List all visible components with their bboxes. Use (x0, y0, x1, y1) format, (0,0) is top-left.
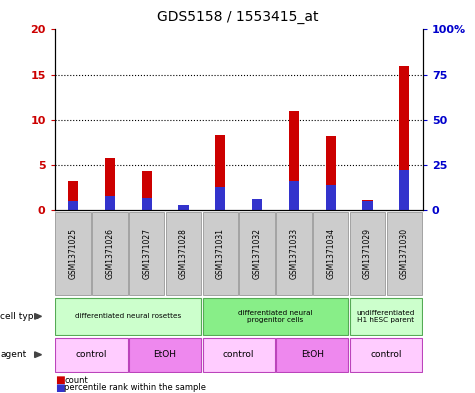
Bar (166, 212, 201, 295)
Bar (178, 205, 189, 210)
Text: control: control (370, 350, 402, 359)
Bar (215, 187, 226, 210)
Bar (203, 338, 275, 372)
Text: GSM1371033: GSM1371033 (289, 228, 298, 279)
Text: count: count (64, 376, 88, 384)
Text: GSM1371025: GSM1371025 (68, 228, 77, 279)
Bar (104, 158, 115, 210)
Bar (399, 66, 409, 210)
Bar (203, 212, 238, 295)
Bar (215, 135, 226, 210)
Bar (129, 338, 201, 372)
Text: cell type: cell type (0, 312, 39, 321)
Text: GSM1371030: GSM1371030 (400, 228, 409, 279)
Bar (289, 111, 299, 210)
Bar (350, 298, 422, 335)
Bar (362, 201, 373, 210)
Bar (325, 185, 336, 210)
Bar (68, 201, 78, 210)
Bar (104, 196, 115, 210)
Bar (178, 209, 189, 210)
Text: GSM1371026: GSM1371026 (105, 228, 114, 279)
Bar (252, 202, 262, 210)
Text: agent: agent (0, 350, 27, 359)
Bar (203, 298, 348, 335)
Text: GSM1371034: GSM1371034 (326, 228, 335, 279)
Bar (56, 338, 127, 372)
Text: control: control (223, 350, 255, 359)
Text: GSM1371028: GSM1371028 (179, 228, 188, 279)
Bar (276, 338, 348, 372)
Bar (387, 212, 422, 295)
Bar (325, 136, 336, 210)
Text: differentiated neural rosettes: differentiated neural rosettes (75, 313, 181, 320)
Text: GSM1371029: GSM1371029 (363, 228, 372, 279)
Bar (362, 200, 373, 210)
Text: ■: ■ (55, 375, 65, 385)
Text: GSM1371031: GSM1371031 (216, 228, 225, 279)
Bar (239, 212, 275, 295)
Text: control: control (76, 350, 107, 359)
Text: differentiated neural
progenitor cells: differentiated neural progenitor cells (238, 310, 313, 323)
Bar (276, 212, 312, 295)
Bar (252, 199, 262, 210)
Bar (56, 212, 91, 295)
Bar (313, 212, 348, 295)
Polygon shape (35, 352, 41, 358)
Bar (350, 212, 385, 295)
Text: GSM1371032: GSM1371032 (253, 228, 262, 279)
Bar (56, 298, 201, 335)
Text: GSM1371027: GSM1371027 (142, 228, 151, 279)
Text: undifferentiated
H1 hESC parent: undifferentiated H1 hESC parent (357, 310, 415, 323)
Bar (92, 212, 127, 295)
Bar (289, 181, 299, 210)
Bar (399, 171, 409, 210)
Bar (68, 181, 78, 210)
Text: percentile rank within the sample: percentile rank within the sample (64, 384, 206, 392)
Text: ■: ■ (55, 383, 65, 393)
Bar (142, 198, 152, 210)
Text: EtOH: EtOH (301, 350, 324, 359)
Bar (350, 338, 422, 372)
Text: GDS5158 / 1553415_at: GDS5158 / 1553415_at (157, 10, 318, 24)
Bar (142, 171, 152, 210)
Polygon shape (35, 314, 41, 319)
Bar (129, 212, 164, 295)
Text: EtOH: EtOH (153, 350, 177, 359)
